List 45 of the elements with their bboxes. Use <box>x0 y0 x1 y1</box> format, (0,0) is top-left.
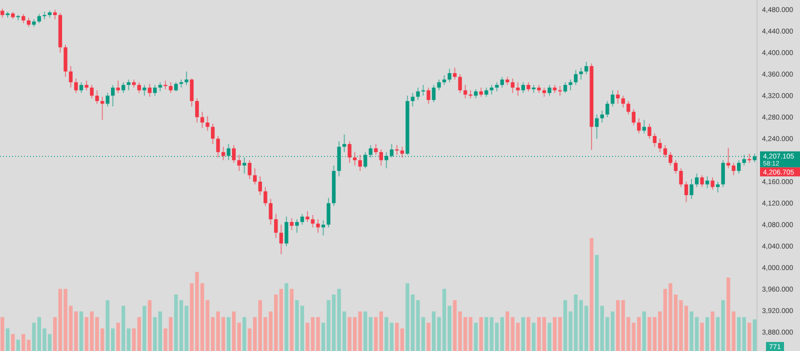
bar <box>368 317 372 351</box>
bar <box>484 317 488 351</box>
bar <box>384 317 388 351</box>
bar <box>532 322 536 351</box>
bar <box>700 322 704 351</box>
bar <box>506 311 510 351</box>
bar <box>548 322 552 351</box>
bar <box>616 300 620 351</box>
bar <box>426 322 430 351</box>
bar <box>137 317 141 351</box>
bar <box>379 311 383 351</box>
bar <box>500 317 504 351</box>
bar <box>710 311 714 351</box>
bar <box>226 317 230 351</box>
bar <box>526 317 530 351</box>
bar <box>752 319 756 351</box>
bar <box>237 322 241 351</box>
bar <box>122 306 126 351</box>
bar <box>132 328 136 351</box>
bar <box>290 288 294 351</box>
bar <box>6 328 10 351</box>
bar <box>705 317 710 351</box>
bar <box>11 334 15 351</box>
bar <box>742 317 746 351</box>
bar <box>79 311 84 351</box>
bar <box>232 311 236 351</box>
bar <box>374 317 378 351</box>
bar <box>242 317 246 351</box>
bar <box>142 306 146 351</box>
bar <box>610 311 614 351</box>
bar <box>364 311 368 351</box>
bar <box>148 300 152 351</box>
bar <box>390 322 394 351</box>
bar <box>474 322 478 351</box>
bar <box>116 322 120 351</box>
bar <box>748 322 752 351</box>
bar <box>479 317 483 351</box>
bar <box>590 238 594 351</box>
bar <box>521 317 526 351</box>
bar <box>16 340 20 351</box>
bar <box>284 283 288 351</box>
bar <box>126 328 130 351</box>
bar <box>737 317 741 351</box>
bar <box>0 317 4 351</box>
bar <box>642 311 646 351</box>
